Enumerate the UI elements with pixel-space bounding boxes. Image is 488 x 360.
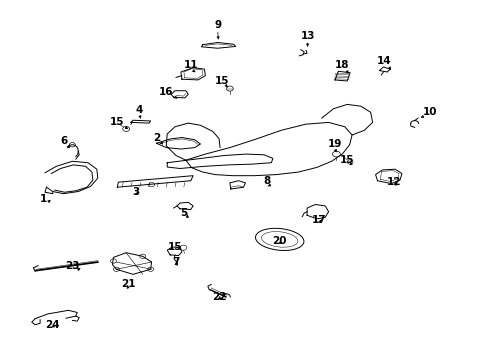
Text: 10: 10 [422,107,437,117]
Text: 14: 14 [376,56,390,66]
Text: 1: 1 [40,194,46,204]
Text: 2: 2 [153,132,160,143]
Text: 21: 21 [121,279,135,289]
Text: 20: 20 [272,236,286,246]
Text: 7: 7 [172,257,180,267]
Text: 16: 16 [159,87,173,97]
Text: 22: 22 [211,292,226,302]
Text: 23: 23 [65,261,80,271]
Text: 19: 19 [327,139,342,149]
Text: 3: 3 [132,186,139,197]
Text: 9: 9 [214,20,221,30]
Text: 12: 12 [386,177,400,187]
Text: 13: 13 [300,31,315,41]
Text: 15: 15 [110,117,124,127]
Text: 18: 18 [334,60,349,70]
Text: 4: 4 [135,105,143,115]
Text: 15: 15 [167,242,182,252]
Text: 5: 5 [180,208,186,218]
Text: 8: 8 [263,176,269,186]
Text: 17: 17 [311,215,325,225]
Text: 15: 15 [339,155,354,165]
Text: 24: 24 [45,320,60,330]
Text: 6: 6 [60,136,67,146]
Text: 11: 11 [183,60,198,70]
Text: 15: 15 [215,76,229,86]
